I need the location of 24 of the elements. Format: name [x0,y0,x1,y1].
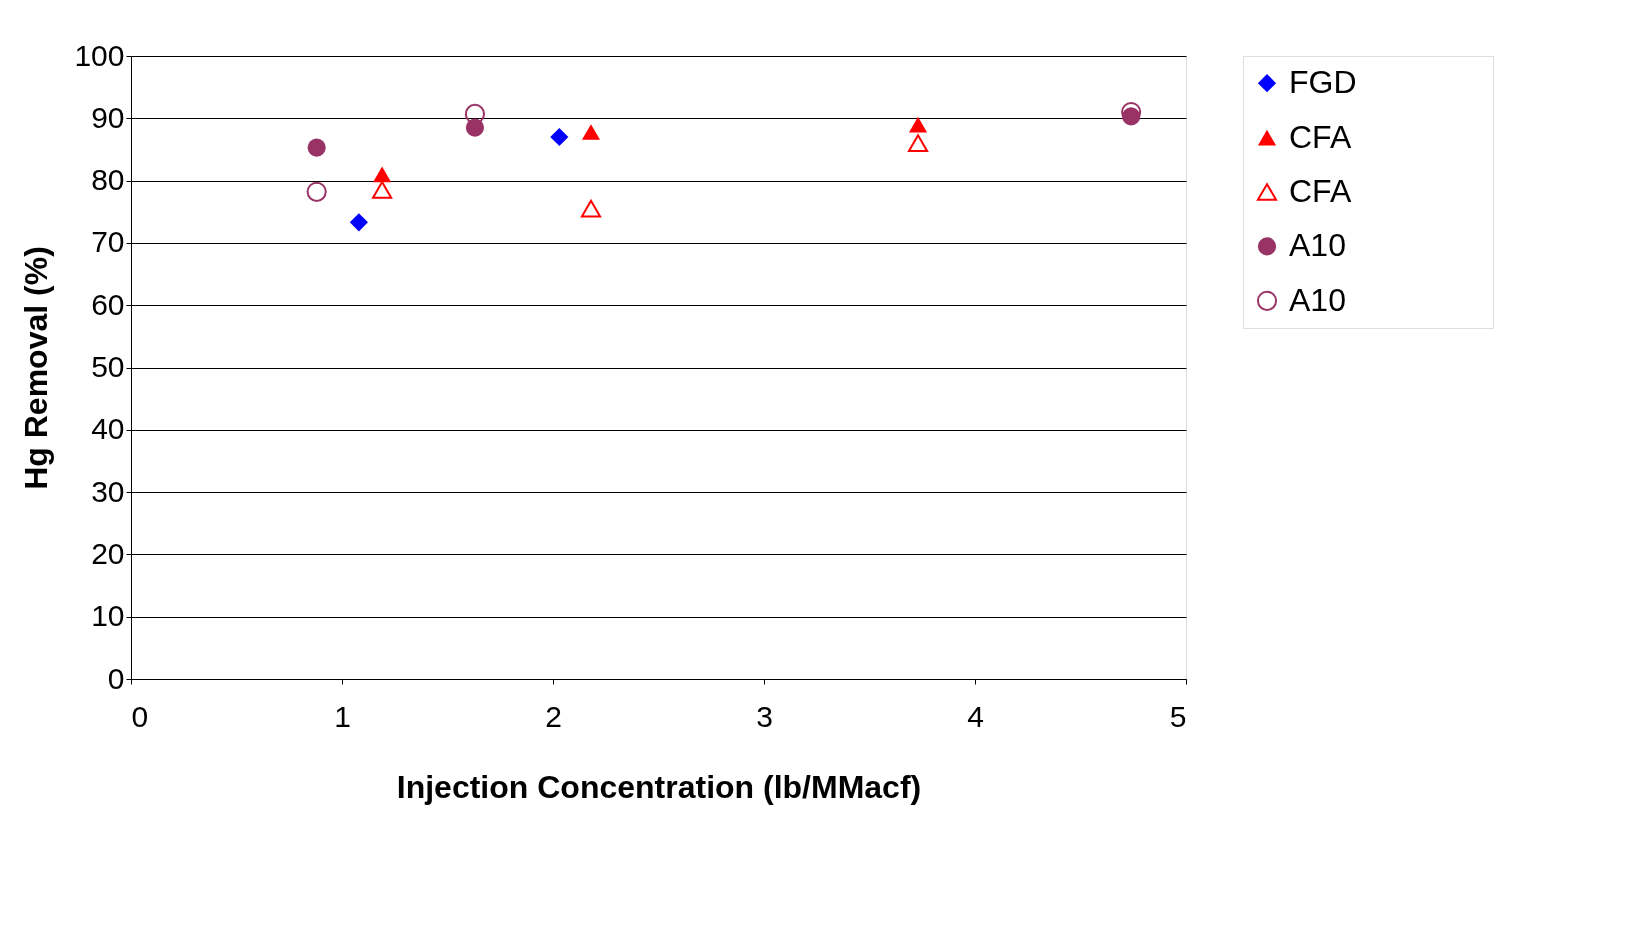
y-tick-label: 10 [91,599,125,633]
legend-label: A10 [1289,227,1346,264]
legend-label: FGD [1289,64,1357,101]
y-tick-label: 80 [91,163,125,197]
legend-label: CFA [1289,118,1352,155]
x-tick-label: 2 [545,699,562,733]
x-tick-label: 3 [756,699,773,733]
x-tick-label: 0 [131,699,149,733]
x-axis-title: Injection Concentration (lb/MMacf) [396,768,922,805]
y-tick-label: 0 [107,661,125,695]
y-tick-label: 90 [91,100,125,134]
y-tick-label: 100 [74,38,125,72]
y-axis-title: Hg Removal (%) [18,246,55,490]
x-tick-label: 4 [967,699,984,733]
y-tick-label: 70 [91,225,125,259]
legend-label: A10 [1289,281,1346,318]
y-tick-label: 30 [91,474,125,508]
y-tick-label: 60 [91,287,125,321]
legend-label: CFA [1289,173,1352,209]
y-tick-label: 20 [91,536,125,570]
x-tick-label: 5 [1169,699,1187,733]
y-tick-label: 50 [91,350,125,383]
x-tick-label: 1 [334,699,351,733]
y-tick-label: 40 [91,412,125,446]
